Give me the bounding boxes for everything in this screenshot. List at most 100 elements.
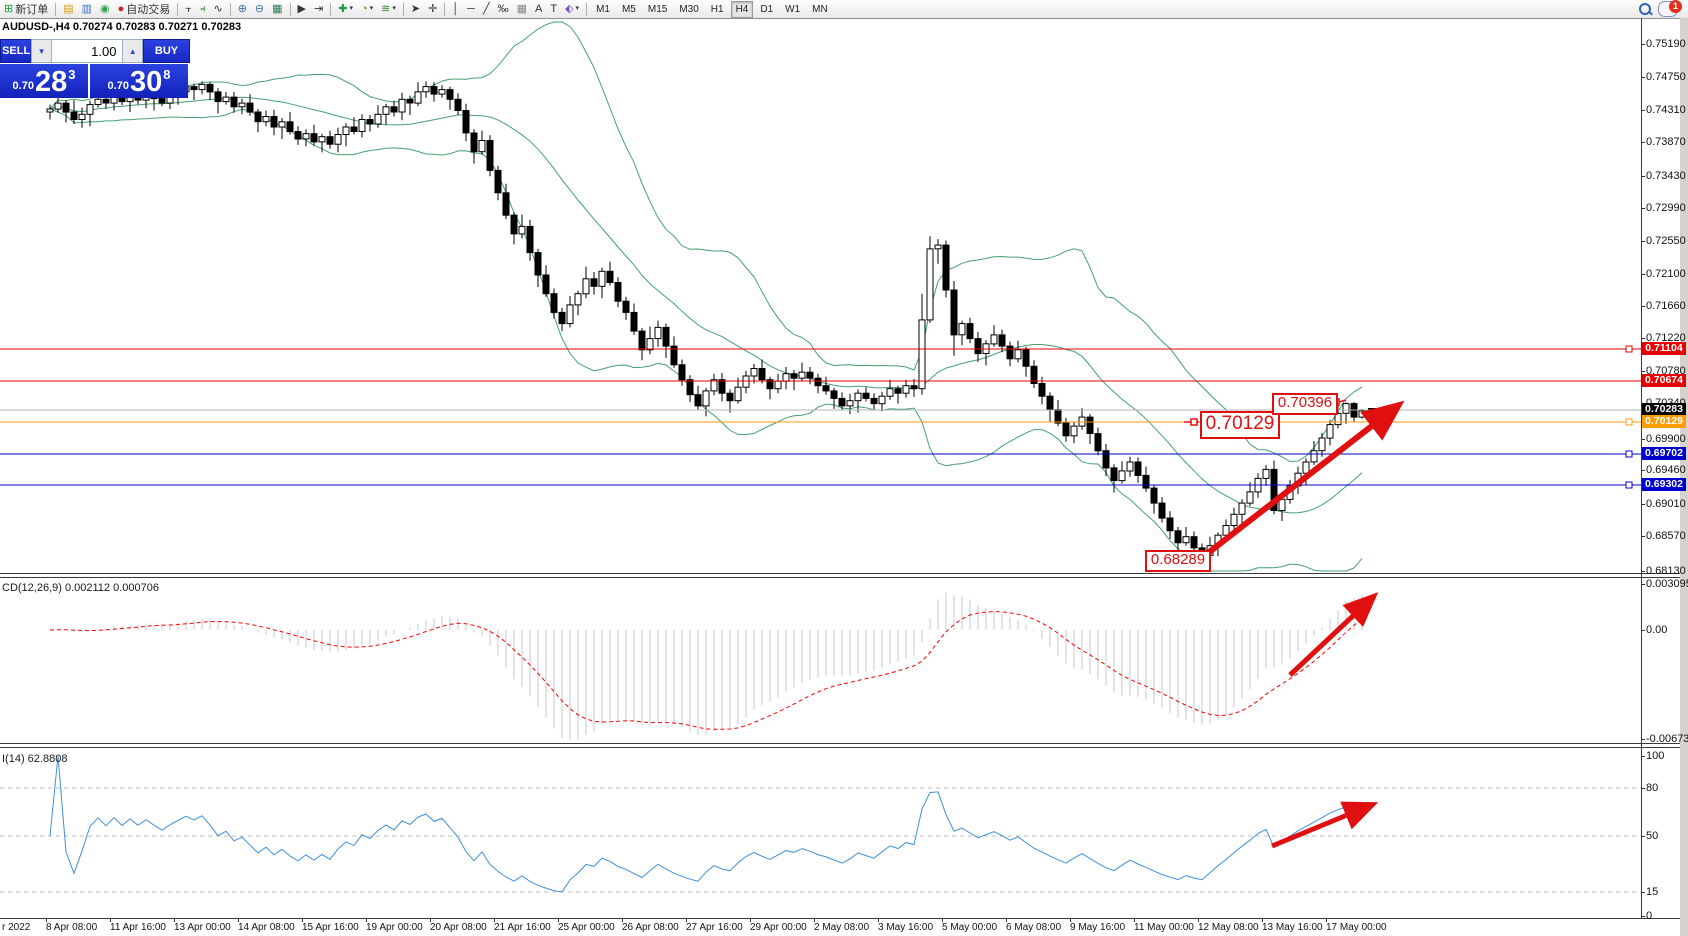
timeframe-W1[interactable]: W1 xyxy=(785,3,801,15)
fibonacci-tool-button[interactable]: ‰ xyxy=(494,0,513,18)
grid-tool-button[interactable]: ▦ xyxy=(513,0,531,18)
macd-axis-label: 0.00 xyxy=(1646,624,1668,636)
price-axis-label: 0.73430 xyxy=(1646,170,1686,182)
buy-price-big: 30 xyxy=(129,66,163,98)
price-badge-0.70283: 0.70283 xyxy=(1642,403,1686,416)
crosshair-button[interactable]: ✛ xyxy=(424,0,441,18)
rsi-indicator xyxy=(0,755,1641,893)
terminal-button[interactable]: ◉ xyxy=(96,0,114,18)
data-window-icon: ▥ xyxy=(81,3,93,15)
trend-arrow-macd[interactable] xyxy=(1288,592,1379,677)
time-axis-tick xyxy=(46,919,47,922)
autotrade-button[interactable]: ● 自动交易 xyxy=(114,0,175,18)
tile-windows-button[interactable]: ▦ xyxy=(268,0,286,18)
market-watch-button[interactable]: ▤ xyxy=(59,0,77,18)
buy-price-sup: 8 xyxy=(163,67,171,82)
time-axis-label: r 2022 xyxy=(2,922,31,933)
trend-arrow-rsi[interactable] xyxy=(1271,801,1379,849)
level-lines[interactable] xyxy=(0,345,1641,489)
clock-icon: ◔ xyxy=(360,3,368,15)
new-order-button[interactable]: ⊞ 新订单 xyxy=(0,0,52,18)
candlestick-button[interactable]: ⫞ xyxy=(196,0,210,18)
one-click-trading-widget: SELL ▼ 1.00 ▲ BUY 0.70 28 3 0.70 30 8 xyxy=(0,39,190,98)
time-axis-label: 27 Apr 16:00 xyxy=(686,922,743,933)
timeframe-M1[interactable]: M1 xyxy=(596,3,610,15)
chevron-down-icon: ▾ xyxy=(369,5,374,12)
zoom-in-button[interactable]: ⊕ xyxy=(234,0,251,18)
periods-button[interactable]: ◔ ▾ xyxy=(357,0,377,18)
price-axis-label: 0.72550 xyxy=(1646,235,1686,247)
timeframe-H4[interactable]: H4 xyxy=(730,0,754,18)
label-tool-button[interactable]: T xyxy=(546,0,561,18)
price-axis-tick xyxy=(1641,241,1645,242)
price-axis-label: 0.68570 xyxy=(1646,530,1686,542)
zoom-out-button[interactable]: ⊖ xyxy=(251,0,268,18)
cursor-button[interactable]: ➤ xyxy=(407,0,424,18)
volume-down-button[interactable]: ▼ xyxy=(31,39,52,63)
time-axis-tick xyxy=(942,919,943,922)
volume-input[interactable]: 1.00 xyxy=(51,39,123,63)
candles xyxy=(46,80,1380,560)
time-axis-tick xyxy=(174,919,175,922)
trendline-tool-button[interactable]: ╱ xyxy=(479,0,494,18)
bar-chart-button[interactable]: ⫟ xyxy=(181,0,196,18)
buy-button[interactable]: BUY xyxy=(143,39,190,63)
vline-tool-button[interactable]: │ xyxy=(448,0,463,18)
sell-price-big: 28 xyxy=(34,66,68,98)
line-chart-button[interactable]: ∿ xyxy=(209,0,226,18)
trend-arrow-main[interactable] xyxy=(1206,400,1405,556)
templates-button[interactable]: ≋ ▾ xyxy=(377,0,400,18)
notifications-icon[interactable]: 1 xyxy=(1658,0,1682,17)
price-annotation-0.70396[interactable]: 0.70396 xyxy=(1272,393,1338,415)
time-axis-label: 8 Apr 08:00 xyxy=(46,922,98,933)
vertical-line-icon: │ xyxy=(452,3,460,15)
timeframe-M5[interactable]: M5 xyxy=(621,3,636,15)
sell-price-panel[interactable]: 0.70 28 3 xyxy=(0,64,88,98)
time-axis-tick xyxy=(622,919,623,922)
time-axis-tick xyxy=(366,919,367,922)
chart-shift-button[interactable]: ⇥ xyxy=(310,0,327,18)
time-axis-tick xyxy=(110,919,111,922)
timeframe-MN[interactable]: MN xyxy=(812,3,828,15)
price-axis-label: 0.75190 xyxy=(1646,38,1686,50)
price-axis-tick xyxy=(1641,439,1645,440)
time-axis-label: 11 May 00:00 xyxy=(1134,922,1194,933)
rsi-axis-label: 100 xyxy=(1646,750,1665,762)
time-axis-label: 11 Apr 16:00 xyxy=(110,922,166,933)
price-axis-label: 0.73870 xyxy=(1646,136,1686,148)
price-annotation-0.70129[interactable]: 0.70129 xyxy=(1200,411,1280,439)
price-axis-label: 0.69460 xyxy=(1646,464,1686,476)
time-axis-label: 13 May 16:00 xyxy=(1262,922,1323,933)
hline-tool-button[interactable]: ─ xyxy=(463,0,479,18)
time-axis-tick xyxy=(302,919,303,922)
time-axis-label: 17 May 00:00 xyxy=(1326,922,1387,933)
timeframe-M30[interactable]: M30 xyxy=(679,3,699,15)
price-annotation-0.68289[interactable]: 0.68289 xyxy=(1145,550,1211,572)
line-chart-icon: ∿ xyxy=(213,3,223,15)
price-axis-label: 0.72100 xyxy=(1646,268,1686,280)
text-icon: A xyxy=(535,3,543,15)
indicators-button[interactable]: ✚ ▾ xyxy=(334,0,357,18)
timeframe-M15[interactable]: M15 xyxy=(647,3,668,15)
price-axis-label: 0.71220 xyxy=(1646,332,1686,344)
auto-scroll-button[interactable]: ▶ xyxy=(294,0,310,18)
cursor-icon: ➤ xyxy=(410,3,421,15)
data-window-button[interactable]: ▥ xyxy=(78,0,96,18)
text-tool-button[interactable]: A xyxy=(531,0,546,18)
volume-up-button[interactable]: ▲ xyxy=(122,39,144,63)
time-axis-tick xyxy=(814,919,815,922)
price-axis-line xyxy=(1641,18,1642,919)
timeframe-H1[interactable]: H1 xyxy=(710,3,724,15)
price-axis-tick xyxy=(1641,274,1645,275)
timeframe-D1[interactable]: D1 xyxy=(760,3,774,15)
zoom-in-icon: ⊕ xyxy=(237,3,247,15)
price-badge-0.71104: 0.71104 xyxy=(1642,342,1686,355)
shapes-tool-button[interactable]: ⬖ ▾ xyxy=(561,0,583,18)
buy-price-small: 0.70 xyxy=(107,80,129,92)
sell-button[interactable]: SELL xyxy=(0,39,32,63)
trend-arrows[interactable] xyxy=(1206,400,1405,849)
buy-price-panel[interactable]: 0.70 30 8 xyxy=(90,64,188,98)
search-icon[interactable] xyxy=(1638,2,1652,16)
